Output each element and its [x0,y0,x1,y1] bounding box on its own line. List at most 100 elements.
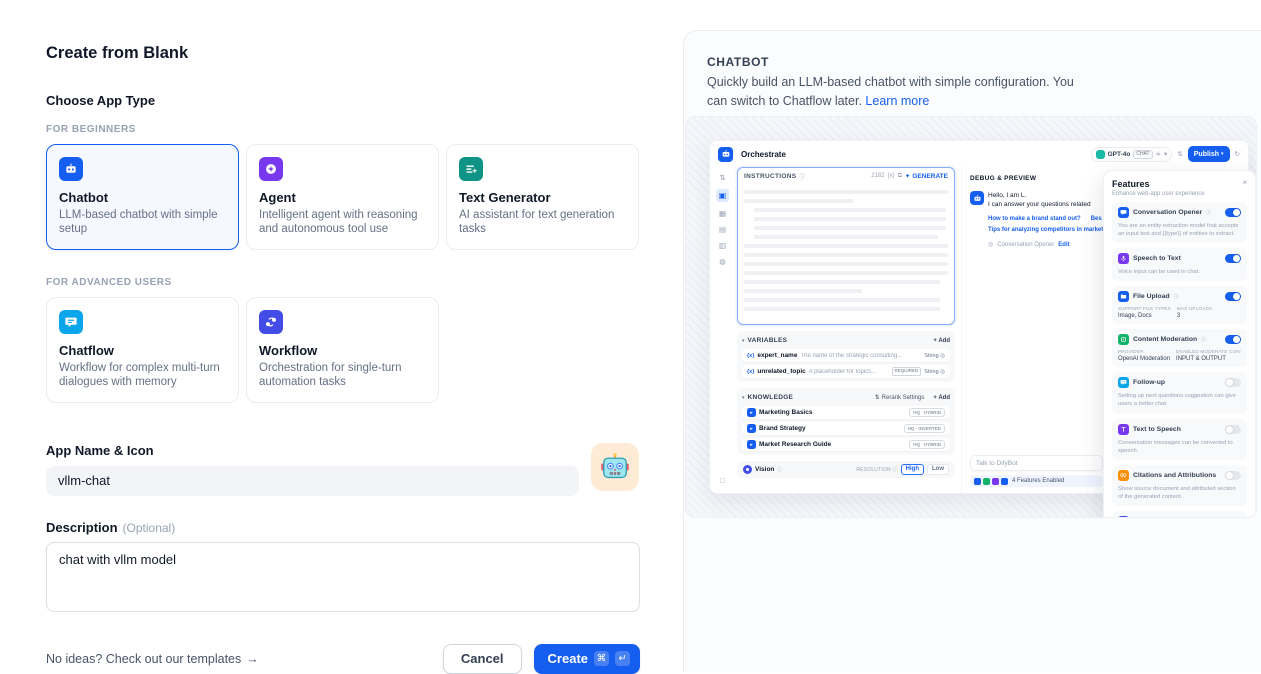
feature-col-label: SUPPORT FILE TYPES [1118,306,1171,311]
skeleton-line [744,199,854,203]
feature-item-citations: Citations and Attributions Show source d… [1112,465,1247,506]
suggestion-1: How to make a brand stand out? [988,216,1081,222]
advanced-section-label: FOR ADVANCED USERS [46,277,640,288]
app-icon-picker[interactable] [591,443,639,491]
mini-sidebar-globe-icon: ◍ [719,257,726,266]
feature-item-conversation-opener: Conversation Opener ⓘ You are an entity … [1112,202,1247,243]
knowledge-header: ▾ KNOWLEDGE ⇅Rerank Settings + Add [742,392,950,403]
description-textarea[interactable]: chat with vllm model [46,542,640,612]
skeleton-line [744,298,940,302]
knowledge-name: Market Research Guide [759,441,831,448]
arrow-right-icon: → [246,652,259,666]
follow-up-icon [1118,377,1129,388]
feature-name: Follow-up [1133,379,1165,386]
robot-emoji-icon [600,452,630,482]
card-desc: LLM-based chatbot with simple setup [59,208,226,237]
app-type-card-text-generator[interactable]: Text Generator AI assistant for text gen… [446,144,639,250]
workflow-icon [259,310,283,334]
model-provider-icon [1096,150,1105,159]
mini-sidebar: ⇅ ▣ ▦ ▤ ▥ ◍ □ [710,167,735,493]
required-badge: REQUIRED [892,367,922,376]
feature-item-text-to-speech: Text to Speech Conversation messages can… [1112,419,1247,460]
app-name-input[interactable] [46,466,579,496]
mini-publish-button: Publish ▾ [1188,146,1230,162]
learn-more-link[interactable]: Learn more [865,94,929,108]
knowledge-label: KNOWLEDGE [748,394,794,401]
feature-desc: Setting up next questions suggestion can… [1118,392,1241,408]
cancel-button[interactable]: Cancel [443,644,522,674]
feature-col-value: INPUT & OUTPUT [1176,356,1241,362]
skeleton-line [744,271,948,275]
feature-desc: Voice input can be used in chat. [1118,268,1241,276]
feature-item-speech-to-text: Speech to Text Voice input can be used i… [1112,248,1247,281]
mini-swap-icon: ⇅ [1177,150,1182,158]
card-desc: Orchestration for single-turn automation… [259,361,426,390]
file-upload-icon [1118,291,1129,302]
knowledge-tag: HQ · HYBRID [909,440,945,449]
mini-variables-section: ▾ VARIABLES + Add {x} expert_name The na… [737,331,955,382]
chatflow-icon [59,310,83,334]
opener-icon: ◎ [988,241,993,248]
skeleton-line [744,253,948,257]
vision-label: Vision [755,466,774,473]
app-type-card-chatflow[interactable]: Chatflow Workflow for complex multi-turn… [46,297,239,403]
templates-link[interactable]: No ideas? Check out our templates → [46,652,259,666]
app-type-card-agent[interactable]: Agent Intelligent agent with reasoning a… [246,144,439,250]
feature-mini-icon [974,478,981,485]
opener-label: Conversation Opener [997,242,1054,248]
card-desc: Intelligent agent with reasoning and aut… [259,208,426,237]
mini-sidebar-image-icon: ▦ [719,209,726,218]
info-icon: ⓘ [1201,336,1206,343]
description-label-row: Description (Optional) [46,520,640,535]
chat-greeting-line1: Hello, I am L. [988,191,1103,200]
advanced-cards-row: Chatflow Workflow for complex multi-turn… [46,297,640,403]
model-mode-badge: CHAT [1133,150,1152,159]
card-title: Agent [259,190,426,205]
instructions-label: INSTRUCTIONS [744,173,796,180]
mini-topbar: Orchestrate GPT-4o CHAT ≑ ▾ ⇅ Publish ▾ [710,141,1248,167]
opener-edit-link: Edit [1058,242,1069,248]
add-knowledge-button: + Add [933,395,950,401]
app-type-card-workflow[interactable]: Workflow Orchestration for single-turn a… [246,297,439,403]
variable-type: String ◎ [924,353,945,359]
app-type-card-chatbot[interactable]: Chatbot LLM-based chatbot with simple se… [46,144,239,250]
beginners-section-label: FOR BEGINNERS [46,124,640,135]
templates-link-text: No ideas? Check out our templates [46,652,241,666]
mini-vision-row: Vision ⓘ RESOLUTION ⓘ High Low [737,461,955,478]
feature-item-annotation-reply: Annotation Reply [1112,511,1247,518]
skeleton-line [744,280,940,284]
variable-desc: A placeholder for topics... [809,369,889,375]
feature-name: Citations and Attributions [1133,472,1216,479]
card-title: Workflow [259,343,426,358]
knowledge-row: ▸ Brand Strategy HQ · INVERTED [742,422,950,435]
skeleton-line [754,226,946,230]
bot-avatar [970,191,984,205]
card-desc: AI assistant for text generation tasks [459,208,626,237]
variables-header: ▾ VARIABLES + Add [742,335,950,346]
create-button[interactable]: Create ⌘ ↵ [534,644,640,674]
knowledge-name: Brand Strategy [759,425,806,432]
sparkle-icon: ✦ [905,172,910,180]
info-icon: ⓘ [892,467,897,473]
resolution-low-chip: Low [927,464,949,476]
feature-desc: You are an entity extraction model that … [1118,222,1241,238]
mini-instructions-header: INSTRUCTIONS ⓘ 2182 {x} ⧉ ✦ GENERATE [738,168,954,184]
feature-name: Conversation Opener [1133,209,1202,216]
mini-topbar-right: GPT-4o CHAT ≑ ▾ ⇅ Publish ▾ ↻ [1091,146,1240,162]
create-button-label: Create [548,651,588,666]
skeleton-line [744,307,940,311]
feature-toggle [1225,425,1241,434]
feature-desc: Conversation messages can be converted t… [1118,439,1241,455]
card-title: Chatflow [59,343,226,358]
card-desc: Workflow for complex multi-turn dialogue… [59,361,226,390]
rerank-icon: ⇅ [875,394,880,401]
feature-mini-icon [983,478,990,485]
mini-sidebar-doc-icon: ▤ [719,225,726,234]
generate-label: GENERATE [912,173,948,180]
create-app-dialog: Create from Blank Choose App Type FOR BE… [0,0,683,672]
conversation-opener-icon [1118,207,1129,218]
type-icon: ◎ [940,353,945,359]
info-icon: ⓘ [777,466,782,473]
choose-app-type-label: Choose App Type [46,93,640,108]
